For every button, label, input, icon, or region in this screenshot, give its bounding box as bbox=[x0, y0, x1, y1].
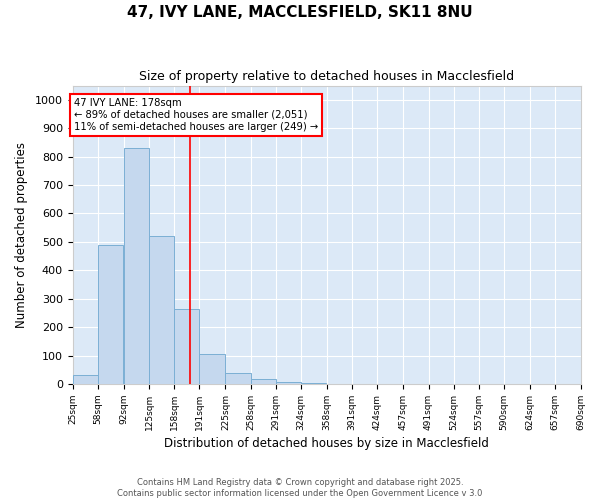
Bar bbox=[98, 244, 123, 384]
Bar bbox=[73, 376, 98, 384]
Title: Size of property relative to detached houses in Macclesfield: Size of property relative to detached ho… bbox=[139, 70, 514, 83]
Bar bbox=[174, 308, 199, 384]
Bar bbox=[276, 382, 301, 384]
Bar bbox=[251, 379, 276, 384]
Text: 47, IVY LANE, MACCLESFIELD, SK11 8NU: 47, IVY LANE, MACCLESFIELD, SK11 8NU bbox=[127, 5, 473, 20]
Text: 47 IVY LANE: 178sqm
← 89% of detached houses are smaller (2,051)
11% of semi-det: 47 IVY LANE: 178sqm ← 89% of detached ho… bbox=[74, 98, 319, 132]
Bar bbox=[199, 354, 224, 384]
X-axis label: Distribution of detached houses by size in Macclesfield: Distribution of detached houses by size … bbox=[164, 437, 489, 450]
Bar bbox=[124, 148, 149, 384]
Y-axis label: Number of detached properties: Number of detached properties bbox=[15, 142, 28, 328]
Bar bbox=[226, 373, 251, 384]
Text: Contains HM Land Registry data © Crown copyright and database right 2025.
Contai: Contains HM Land Registry data © Crown c… bbox=[118, 478, 482, 498]
Bar bbox=[149, 236, 174, 384]
